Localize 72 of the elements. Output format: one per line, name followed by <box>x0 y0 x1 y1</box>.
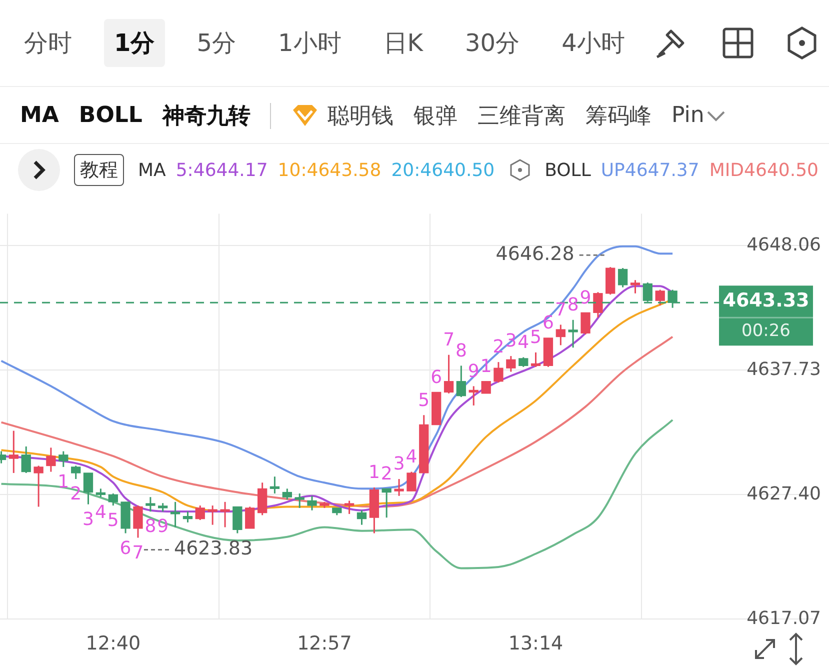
candlestick <box>208 504 218 526</box>
text: 30分 <box>464 28 521 59</box>
text: 7 <box>443 330 455 351</box>
y-tick-label: 4627.40 <box>746 483 821 504</box>
candlestick <box>432 392 442 426</box>
text: 教程 <box>74 154 124 186</box>
text: 4 <box>406 446 418 468</box>
text: MID4640.50 <box>709 160 818 180</box>
text: 7 <box>554 299 566 320</box>
text: 5 <box>418 390 430 411</box>
text: 5分 <box>196 28 237 59</box>
candlestick <box>394 478 404 497</box>
candlestick <box>34 464 44 508</box>
text: 1小时 <box>276 28 342 59</box>
text: Pin <box>671 103 704 128</box>
text: 8 <box>144 516 156 538</box>
text: 3 <box>393 454 405 475</box>
text: BOLL <box>78 103 142 128</box>
text: 2 <box>380 463 392 484</box>
text: 9 <box>157 516 169 538</box>
x-tick-label: 12:57 <box>297 632 352 655</box>
text: 6 <box>120 538 132 559</box>
text: 4小时 <box>560 28 626 59</box>
candlestick <box>146 496 156 512</box>
candlestick <box>220 501 230 528</box>
text: 6 <box>430 366 442 388</box>
text: 4 <box>518 332 530 353</box>
annotation: 00:26 <box>742 321 790 342</box>
text: 1 <box>368 462 380 484</box>
text: 3 <box>82 508 94 530</box>
candlestick <box>568 319 578 348</box>
text: 银弹 <box>413 102 458 130</box>
text: 7 <box>132 542 144 564</box>
candlestick <box>481 381 491 394</box>
annotation: 4646.28 <box>496 243 574 266</box>
text: 聪明钱 <box>327 102 394 130</box>
line-series <box>0 418 674 570</box>
text: 10:4643.58 <box>278 160 382 180</box>
candlestick <box>158 502 168 512</box>
ref-line-label: 4643.33 <box>722 290 810 312</box>
text: 4 <box>94 502 106 523</box>
text: 5 <box>107 510 119 532</box>
text: 日K <box>382 28 424 59</box>
text: 分时 <box>23 28 73 59</box>
text: 8 <box>455 340 467 362</box>
x-tick-label: 13:14 <box>508 632 564 655</box>
text: 5:4644.17 <box>176 160 268 180</box>
candlestick <box>344 500 354 515</box>
candlestick <box>320 501 330 509</box>
text: 2 <box>70 484 82 505</box>
x-tick-label: 12:40 <box>86 632 141 655</box>
text: 神奇九转 <box>162 102 250 130</box>
text: UP4647.37 <box>600 160 700 180</box>
text: 8 <box>567 294 579 316</box>
y-tick-label: 4648.06 <box>746 234 821 256</box>
text: 9 <box>580 287 592 308</box>
text: 5 <box>530 327 542 348</box>
annotation: 4623.83 <box>174 538 253 560</box>
candlestick <box>630 279 640 294</box>
text: MA <box>138 160 166 180</box>
text: MA <box>20 103 59 128</box>
text: BOLL <box>544 160 591 180</box>
candlestick <box>406 471 416 492</box>
y-tick-label: 4617.07 <box>746 608 821 629</box>
y-tick-label: 4637.73 <box>746 358 821 380</box>
text: 三维背离 <box>477 102 566 130</box>
candlestick <box>170 501 180 528</box>
text: 筹码峰 <box>585 102 652 130</box>
text: 20:4640.50 <box>391 160 495 180</box>
text: 1分 <box>104 19 165 67</box>
candlestick <box>294 492 304 509</box>
text: 6 <box>542 312 554 334</box>
